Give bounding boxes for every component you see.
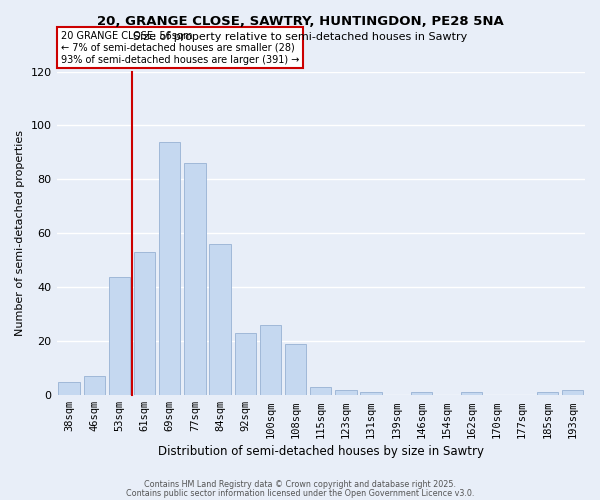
Bar: [411, 392, 432, 395]
Bar: [235, 333, 256, 395]
Bar: [536, 392, 558, 395]
Bar: [310, 387, 331, 395]
Bar: [184, 163, 206, 395]
Text: 20, GRANGE CLOSE, SAWTRY, HUNTINGDON, PE28 5NA: 20, GRANGE CLOSE, SAWTRY, HUNTINGDON, PE…: [97, 15, 503, 28]
Y-axis label: Number of semi-detached properties: Number of semi-detached properties: [15, 130, 25, 336]
Bar: [461, 392, 482, 395]
Bar: [159, 142, 181, 395]
Text: Size of property relative to semi-detached houses in Sawtry: Size of property relative to semi-detach…: [133, 32, 467, 42]
Bar: [285, 344, 307, 395]
Text: Contains HM Land Registry data © Crown copyright and database right 2025.: Contains HM Land Registry data © Crown c…: [144, 480, 456, 489]
Text: Contains public sector information licensed under the Open Government Licence v3: Contains public sector information licen…: [126, 488, 474, 498]
Bar: [83, 376, 105, 395]
Bar: [335, 390, 356, 395]
Bar: [209, 244, 231, 395]
Text: 20 GRANGE CLOSE: 56sqm
← 7% of semi-detached houses are smaller (28)
93% of semi: 20 GRANGE CLOSE: 56sqm ← 7% of semi-deta…: [61, 32, 299, 64]
Bar: [58, 382, 80, 395]
X-axis label: Distribution of semi-detached houses by size in Sawtry: Distribution of semi-detached houses by …: [158, 444, 484, 458]
Bar: [562, 390, 583, 395]
Bar: [260, 325, 281, 395]
Bar: [109, 276, 130, 395]
Bar: [361, 392, 382, 395]
Bar: [134, 252, 155, 395]
